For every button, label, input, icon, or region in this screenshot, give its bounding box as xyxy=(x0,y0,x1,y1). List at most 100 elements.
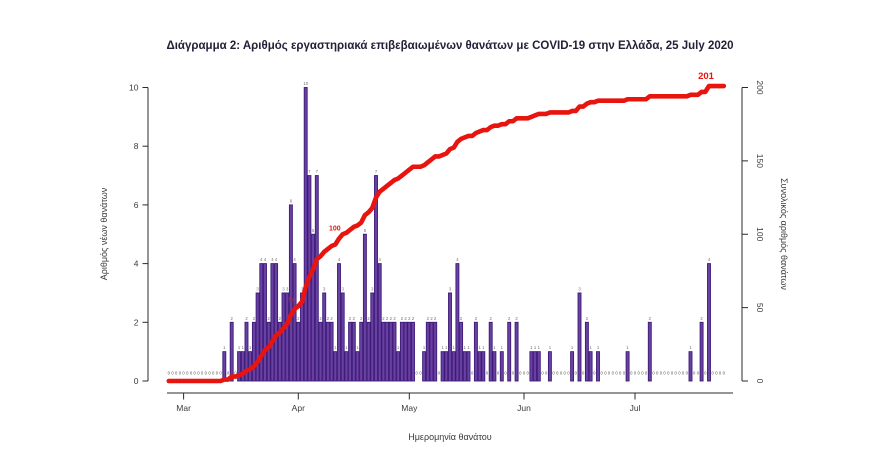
zero-day-label: 0 xyxy=(194,371,197,376)
daily-deaths-bar xyxy=(337,263,341,382)
cumulative-point xyxy=(307,274,312,279)
bar-value-label: 2 xyxy=(382,316,385,321)
daily-deaths-bar xyxy=(462,351,467,382)
cumulative-point xyxy=(185,378,190,384)
cumulative-point xyxy=(658,94,664,99)
cumulative-point xyxy=(377,189,382,194)
cumulative-point xyxy=(544,111,549,117)
cumulative-point xyxy=(621,98,627,103)
daily-deaths-bar xyxy=(433,321,438,382)
y-right-tick-label: 200 xyxy=(755,80,765,94)
daily-deaths-bar xyxy=(322,292,327,382)
cumulative-point xyxy=(403,170,408,175)
y-left-tick-label: 8 xyxy=(134,141,139,151)
zero-day-label: 0 xyxy=(560,371,563,376)
bar-value-label: 2 xyxy=(460,316,463,321)
bar-value-label: 10 xyxy=(303,81,308,86)
milestone-annotations-layer: 50 100 201 xyxy=(289,71,715,304)
cumulative-point xyxy=(303,284,308,290)
zero-day-label: 0 xyxy=(556,371,559,376)
zero-day-label: 0 xyxy=(175,371,178,376)
cumulative-point xyxy=(459,136,464,141)
bar-value-label: 1 xyxy=(356,345,359,350)
cumulative-point xyxy=(533,113,538,118)
daily-deaths-bar xyxy=(399,321,404,382)
cumulative-point xyxy=(714,83,719,89)
cumulative-point xyxy=(336,236,342,241)
cumulative-point xyxy=(673,94,678,99)
daily-deaths-bar xyxy=(625,351,630,382)
bar-value-label: 1 xyxy=(626,345,629,350)
cumulative-line-layer xyxy=(166,83,727,384)
cumulative-point xyxy=(651,94,656,99)
bar-value-label: 4 xyxy=(275,257,278,262)
cumulative-point xyxy=(592,100,597,105)
zero-day-label: 0 xyxy=(541,371,544,376)
daily-deaths-bar xyxy=(477,351,482,382)
cumulative-point xyxy=(344,230,349,235)
zero-day-label: 0 xyxy=(715,371,718,376)
daily-deaths-bar xyxy=(362,233,367,382)
bar-value-label: 2 xyxy=(434,316,437,321)
bar-value-label: 2 xyxy=(508,316,511,321)
cumulative-point xyxy=(551,110,556,115)
bar-value-label: 1 xyxy=(445,345,448,350)
cumulative-point xyxy=(481,127,486,133)
cumulative-point xyxy=(577,104,582,109)
y-left-axis-title: Αριθμός νέων θανάτων xyxy=(99,187,109,280)
cumulative-point xyxy=(177,378,182,384)
cumulative-point xyxy=(348,227,353,232)
cumulative-point xyxy=(222,377,227,382)
cumulative-point xyxy=(414,164,419,169)
zero-day-label: 0 xyxy=(712,371,715,376)
x-tick-label: Jul xyxy=(630,403,641,413)
x-tick-label: May xyxy=(401,403,418,413)
bar-value-label: 2 xyxy=(515,316,518,321)
cumulative-point xyxy=(529,114,534,119)
bar-value-label: 5 xyxy=(312,228,315,233)
bar-value-label: 2 xyxy=(245,316,248,321)
daily-deaths-bar xyxy=(584,321,589,382)
cumulative-point xyxy=(440,152,445,158)
bar-value-label: 2 xyxy=(319,316,322,321)
cumulative-point xyxy=(229,374,234,379)
bar-value-label: 1 xyxy=(223,345,226,350)
daily-deaths-bar xyxy=(255,292,260,382)
cumulative-point xyxy=(499,122,504,127)
bar-value-label: 5 xyxy=(364,228,367,233)
bar-value-label: 4 xyxy=(379,257,382,262)
bar-value-label: 2 xyxy=(430,316,433,321)
cumulative-point xyxy=(311,267,316,272)
cumulative-point xyxy=(392,177,397,183)
cumulative-point xyxy=(525,116,530,121)
daily-deaths-bar xyxy=(340,292,345,382)
daily-deaths-bar xyxy=(588,351,593,382)
zero-day-label: 0 xyxy=(675,371,678,376)
cumulative-point xyxy=(625,97,630,102)
bar-value-label: 2 xyxy=(393,316,396,321)
daily-deaths-bar xyxy=(359,321,364,382)
bar-value-label: 2 xyxy=(297,316,300,321)
bar-value-label: 3 xyxy=(371,286,374,291)
daily-deaths-bar xyxy=(707,263,711,382)
daily-deaths-bar xyxy=(388,321,393,382)
daily-deaths-bar xyxy=(318,321,323,382)
daily-deaths-bar xyxy=(529,351,534,382)
bar-value-label: 1 xyxy=(423,345,426,350)
cumulative-point xyxy=(218,378,223,384)
bar-value-label: 3 xyxy=(282,286,285,291)
zero-day-label: 0 xyxy=(652,371,655,376)
zero-day-label: 0 xyxy=(471,371,474,376)
daily-deaths-bar xyxy=(325,321,330,382)
cumulative-point xyxy=(314,257,319,262)
daily-deaths-bar xyxy=(533,351,538,382)
bar-value-label: 1 xyxy=(397,345,400,350)
daily-deaths-bar xyxy=(377,263,382,382)
cumulative-point xyxy=(444,151,449,156)
bar-value-label: 1 xyxy=(345,345,348,350)
daily-deaths-bar xyxy=(473,321,478,382)
cumulative-point xyxy=(451,145,456,150)
cumulative-point xyxy=(170,378,175,384)
zero-day-label: 0 xyxy=(656,371,659,376)
